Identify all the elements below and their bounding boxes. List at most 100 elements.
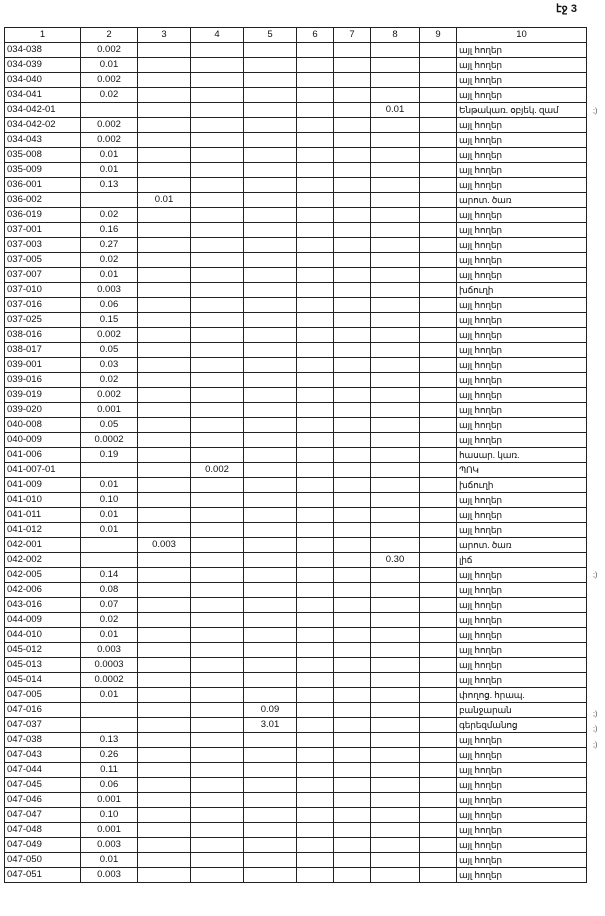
area-cell-col3: [137, 417, 191, 433]
area-cell-col5: [243, 507, 297, 523]
land-type-cell: Ենթակառ. օբյեկ. զամ: [456, 102, 587, 118]
table-row: 047-043 0.26 այլ հողեր: [4, 747, 587, 763]
area-cell-col2: 0.01: [80, 162, 138, 178]
area-cell-col8: [370, 612, 420, 628]
area-cell-col9: [419, 732, 457, 748]
area-cell-col9: [419, 447, 457, 463]
area-cell-col2: 0.05: [80, 417, 138, 433]
area-cell-col6: [296, 342, 334, 358]
parcel-code-cell: 047-038: [4, 732, 81, 748]
table-row: 040-008 0.05 այլ հողեր: [4, 417, 587, 433]
table-row: 044-010 0.01 այլ հողեր: [4, 627, 587, 643]
area-cell-col6: [296, 237, 334, 253]
land-type-cell: այլ հողեր: [456, 357, 587, 373]
area-cell-col4: [190, 657, 244, 673]
area-cell-col5: [243, 357, 297, 373]
area-cell-col3: [137, 297, 191, 313]
area-cell-col8: [370, 777, 420, 793]
area-cell-col9: [419, 867, 457, 883]
area-cell-col7: [333, 312, 371, 328]
table-row: 034-041 0.02 այլ հողեր: [4, 87, 587, 103]
parcel-code-cell: 043-016: [4, 597, 81, 613]
land-type-cell: այլ հողեր: [456, 237, 587, 253]
parcel-code-cell: 045-013: [4, 657, 81, 673]
area-cell-col3: [137, 147, 191, 163]
area-cell-col6: [296, 522, 334, 538]
area-cell-col8: [370, 207, 420, 223]
area-cell-col7: [333, 417, 371, 433]
area-cell-col7: [333, 852, 371, 868]
table-row: 047-037 3.01 գերեզմանոց: [4, 717, 587, 733]
area-cell-col4: [190, 852, 244, 868]
area-cell-col8: [370, 342, 420, 358]
area-cell-col7: [333, 102, 371, 118]
area-cell-col7: [333, 72, 371, 88]
land-type-cell: այլ հողեր: [456, 117, 587, 133]
area-cell-col6: [296, 792, 334, 808]
land-type-cell: այլ հողեր: [456, 297, 587, 313]
area-cell-col9: [419, 327, 457, 343]
table-row: 041-010 0.10 այլ հողեր: [4, 492, 587, 508]
area-cell-col9: [419, 192, 457, 208]
column-header-8: 8: [370, 27, 420, 43]
area-cell-col7: [333, 87, 371, 103]
area-cell-col4: [190, 252, 244, 268]
area-cell-col4: [190, 552, 244, 568]
area-cell-col8: [370, 717, 420, 733]
table-row: 035-009 0.01 այլ հողեր: [4, 162, 587, 178]
area-cell-col7: [333, 747, 371, 763]
area-cell-col7: [333, 657, 371, 673]
area-cell-col9: [419, 837, 457, 853]
area-cell-col9: [419, 807, 457, 823]
parcel-code-cell: 042-006: [4, 582, 81, 598]
area-cell-col7: [333, 537, 371, 553]
area-cell-col5: [243, 477, 297, 493]
area-cell-col3: [137, 852, 191, 868]
area-cell-col4: [190, 687, 244, 703]
area-cell-col6: [296, 222, 334, 238]
area-cell-col5: [243, 462, 297, 478]
parcel-code-cell: 036-002: [4, 192, 81, 208]
table-row: 041-006 0.19 հասար. կառ.: [4, 447, 587, 463]
area-cell-col2: 0.01: [80, 627, 138, 643]
table-row: 041-009 0.01 խճուղի: [4, 477, 587, 493]
area-cell-col4: [190, 447, 244, 463]
area-cell-col2: 0.13: [80, 177, 138, 193]
table-row: 045-014 0.0002 այլ հողեր: [4, 672, 587, 688]
area-cell-col3: [137, 102, 191, 118]
land-type-cell: արոտ. ծառ: [456, 192, 587, 208]
area-cell-col7: [333, 387, 371, 403]
land-type-cell: փողոց. հրապ.: [456, 687, 587, 703]
area-cell-col7: [333, 867, 371, 883]
area-cell-col6: [296, 462, 334, 478]
land-type-cell: գերեզմանոց: [456, 717, 587, 733]
area-cell-col9: [419, 672, 457, 688]
area-cell-col7: [333, 552, 371, 568]
parcel-code-cell: 047-016: [4, 702, 81, 718]
parcel-code-cell: 040-009: [4, 432, 81, 448]
area-cell-col4: [190, 222, 244, 238]
land-type-cell: այլ հողեր: [456, 777, 587, 793]
area-cell-col7: [333, 357, 371, 373]
area-cell-col3: [137, 237, 191, 253]
area-cell-col5: [243, 297, 297, 313]
parcel-code-cell: 041-012: [4, 522, 81, 538]
area-cell-col4: [190, 192, 244, 208]
parcel-code-cell: 047-049: [4, 837, 81, 853]
area-cell-col5: [243, 837, 297, 853]
area-cell-col3: [137, 357, 191, 373]
area-cell-col2: 0.0002: [80, 432, 138, 448]
area-cell-col9: [419, 702, 457, 718]
table-row: 037-005 0.02 այլ հողեր: [4, 252, 587, 268]
area-cell-col4: [190, 147, 244, 163]
parcel-code-cell: 040-008: [4, 417, 81, 433]
parcel-code-cell: 034-039: [4, 57, 81, 73]
area-cell-col6: [296, 672, 334, 688]
land-type-cell: այլ հողեր: [456, 417, 587, 433]
area-cell-col8: [370, 72, 420, 88]
parcel-code-cell: 037-007: [4, 267, 81, 283]
parcel-code-cell: 041-011: [4, 507, 81, 523]
area-cell-col9: [419, 42, 457, 58]
area-cell-col6: [296, 597, 334, 613]
area-cell-col2: 0.26: [80, 747, 138, 763]
